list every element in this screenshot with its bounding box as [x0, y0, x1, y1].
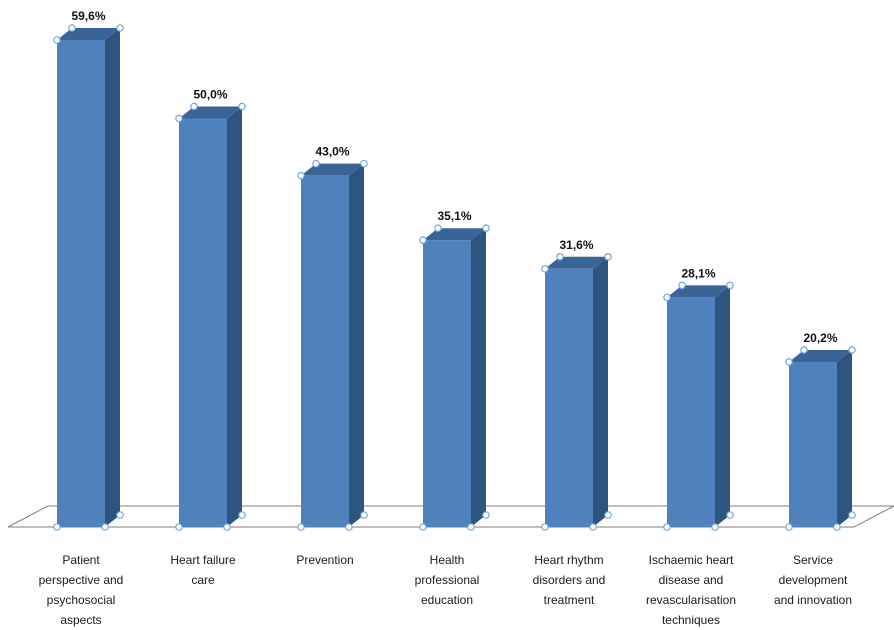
selection-handle[interactable]	[800, 346, 808, 354]
bar-6[interactable]: 28,1%	[663, 266, 734, 531]
bar-1[interactable]: 59,6%	[53, 9, 124, 531]
selection-handle[interactable]	[482, 511, 490, 519]
selection-handle[interactable]	[116, 511, 124, 519]
selection-handle[interactable]	[711, 523, 719, 531]
selection-handle[interactable]	[467, 523, 475, 531]
category-label: Patient perspective and psychosocial asp…	[38, 553, 124, 627]
category-label: Service development and innovation	[773, 553, 853, 607]
bar-side	[593, 256, 608, 527]
selection-handle[interactable]	[297, 171, 305, 180]
category-label: Prevention	[296, 553, 354, 567]
bar-front	[545, 268, 593, 527]
selection-handle[interactable]	[53, 523, 61, 531]
bar-2[interactable]: 50,0%	[175, 87, 246, 531]
bar-side	[471, 228, 486, 528]
selection-handle[interactable]	[53, 36, 61, 44]
selection-handle[interactable]	[238, 102, 246, 111]
bar-side	[227, 106, 242, 527]
selection-handle[interactable]	[482, 224, 490, 232]
bars-layer: 59,6% 50,0% 43,0% 35,1% 31,6% 28,1% 20,2%	[53, 9, 856, 531]
selection-handle[interactable]	[726, 511, 734, 519]
selection-handle[interactable]	[556, 252, 564, 261]
selection-handle[interactable]	[604, 511, 612, 519]
selection-handle[interactable]	[785, 358, 793, 366]
value-label: 50,0%	[193, 87, 227, 101]
selection-handle[interactable]	[68, 24, 76, 32]
value-label: 59,6%	[71, 9, 105, 23]
value-label: 31,6%	[559, 238, 593, 252]
bar-front	[179, 118, 227, 527]
selection-handle[interactable]	[678, 281, 686, 290]
selection-handle[interactable]	[223, 523, 231, 531]
selection-handle[interactable]	[360, 511, 368, 519]
value-label: 35,1%	[437, 209, 471, 223]
category-label: Health professional education	[414, 553, 480, 607]
bar-side	[105, 28, 120, 527]
selection-handle[interactable]	[360, 159, 368, 168]
selection-handle[interactable]	[345, 523, 353, 531]
value-label: 20,2%	[803, 331, 837, 345]
selection-handle[interactable]	[541, 523, 549, 531]
bar-front	[423, 240, 471, 528]
category-label: Ischaemic heart disease and revascularis…	[645, 553, 737, 627]
selection-handle[interactable]	[726, 281, 734, 290]
selection-handle[interactable]	[175, 114, 183, 123]
selection-handle[interactable]	[663, 523, 671, 531]
selection-handle[interactable]	[848, 511, 856, 519]
selection-handle[interactable]	[434, 224, 442, 232]
bar-side	[837, 349, 852, 527]
selection-handle[interactable]	[604, 252, 612, 261]
bar-side	[715, 285, 730, 527]
selection-handle[interactable]	[175, 523, 183, 531]
selection-handle[interactable]	[312, 159, 320, 168]
selection-handle[interactable]	[116, 24, 124, 32]
selection-handle[interactable]	[848, 346, 856, 354]
bar-3[interactable]: 43,0%	[297, 145, 368, 531]
bar-front	[57, 40, 105, 527]
bar-5[interactable]: 31,6%	[541, 238, 612, 531]
selection-handle[interactable]	[419, 523, 427, 531]
selection-handle[interactable]	[190, 102, 198, 111]
bar-4[interactable]: 35,1%	[419, 209, 490, 531]
selection-handle[interactable]	[541, 264, 549, 273]
selection-handle[interactable]	[663, 293, 671, 302]
bar-front	[667, 297, 715, 527]
selection-handle[interactable]	[833, 523, 841, 531]
selection-handle[interactable]	[297, 523, 305, 531]
selection-handle[interactable]	[419, 236, 427, 244]
category-label: Heart rhythm disorders and treatment	[532, 553, 606, 607]
bar-7[interactable]: 20,2%	[785, 331, 856, 531]
bar-front	[789, 361, 837, 527]
bar-side	[349, 163, 364, 528]
bar-front	[301, 175, 349, 528]
selection-handle[interactable]	[785, 523, 793, 531]
category-label: Heart failure care	[170, 553, 236, 587]
value-label: 43,0%	[315, 145, 349, 159]
selection-handle[interactable]	[238, 511, 246, 519]
selection-handle[interactable]	[589, 523, 597, 531]
value-label: 28,1%	[681, 266, 715, 280]
selection-handle[interactable]	[101, 523, 109, 531]
